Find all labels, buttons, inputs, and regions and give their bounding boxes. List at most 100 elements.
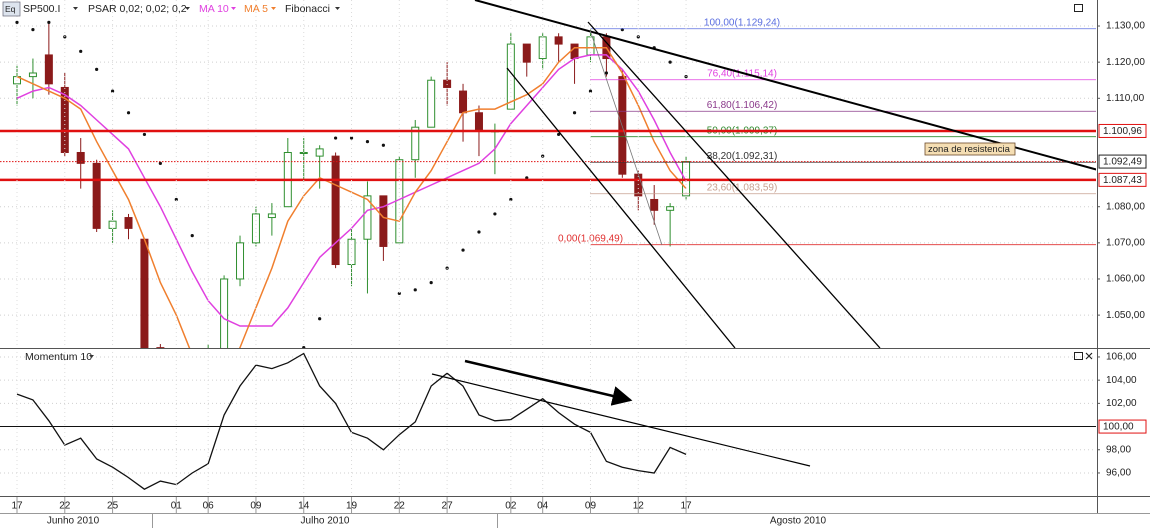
maximize-button[interactable]	[1074, 352, 1083, 360]
candle-body	[474, 112, 483, 132]
price-box-label: 1.087,43	[1103, 175, 1142, 186]
x-tick-label: 09	[585, 501, 597, 512]
x-tick-label: 17	[11, 501, 23, 512]
psar-dot	[110, 89, 115, 93]
indicator-label[interactable]: MA 10	[199, 3, 229, 15]
fib-label: 38,20(1.092,31)	[707, 151, 778, 162]
candle-body	[363, 195, 372, 240]
y-tick-label: 1.120,00	[1106, 57, 1145, 68]
fib-label: 23,60(1.083,59)	[707, 182, 778, 193]
psar-dot	[126, 111, 131, 115]
candle-body	[666, 206, 675, 211]
psar-dot	[604, 71, 609, 75]
dropdown-arrow[interactable]	[185, 7, 190, 10]
psar-dot	[334, 136, 338, 140]
momentum-title[interactable]: Momentum 10	[25, 351, 92, 363]
psar-dot	[525, 176, 529, 180]
maximize-button[interactable]	[1074, 4, 1083, 12]
indicator-label[interactable]: MA 5	[244, 3, 268, 15]
psar-dot	[572, 111, 577, 115]
psar-dot	[477, 230, 481, 234]
y-tick-label: 96,00	[1106, 468, 1131, 479]
y-tick-label: 1.110,00	[1106, 93, 1145, 104]
y-tick-label: 106,00	[1106, 352, 1137, 363]
candle-body	[156, 347, 165, 348]
dropdown-arrow[interactable]	[231, 7, 236, 10]
series-label[interactable]: SP500.I	[23, 3, 60, 15]
psar-dot	[429, 280, 433, 285]
dropdown-arrow[interactable]	[73, 7, 78, 10]
momentum-trendlines	[431, 359, 811, 467]
candle-body	[92, 162, 101, 229]
candle-body	[650, 198, 659, 211]
psar-dot	[381, 143, 385, 147]
indicator-label[interactable]: Fibonacci	[285, 3, 330, 15]
y-tick-label: 1.060,00	[1106, 274, 1145, 285]
psar-dot	[15, 20, 19, 25]
candle-body	[443, 79, 452, 88]
candle-body	[76, 151, 85, 164]
icon-label: Eq	[5, 4, 16, 14]
y-tick-label: 1.130,00	[1106, 21, 1145, 32]
candle-body	[379, 195, 388, 247]
price-box	[1098, 419, 1147, 434]
price-box	[1098, 154, 1147, 169]
psar-dot	[47, 20, 51, 25]
indicator-label[interactable]: PSAR 0,02; 0,02; 0,2	[88, 3, 187, 15]
candle-body	[331, 155, 340, 266]
candle-body	[427, 79, 436, 128]
y-tick-label: 1.070,00	[1106, 237, 1145, 248]
candle-body	[554, 36, 563, 45]
psar-dot	[349, 136, 354, 140]
dropdown-arrow[interactable]	[89, 355, 94, 358]
psar-dot	[365, 140, 370, 144]
x-tick-label: 27	[442, 501, 454, 512]
fib-trendline	[589, 29, 663, 246]
price-box-label: 1.100,96	[1103, 126, 1142, 137]
psar-dot	[493, 212, 497, 216]
trendline	[474, 0, 1096, 171]
x-tick-label: 22	[59, 501, 71, 512]
month-label: Junho 2010	[47, 516, 100, 527]
psar-dot	[413, 288, 417, 292]
candle-body	[236, 242, 245, 280]
candle-body	[459, 90, 468, 114]
candle-body	[28, 72, 37, 78]
psar-dot	[174, 197, 178, 202]
x-tick-label: 09	[250, 501, 262, 512]
dropdown-arrow[interactable]	[271, 7, 276, 10]
psar-dot	[142, 132, 147, 137]
trendline	[506, 67, 736, 348]
x-tick-label: 06	[203, 501, 215, 512]
candle-body	[44, 54, 53, 85]
y-tick-label: 104,00	[1106, 375, 1137, 386]
dropdown-arrow[interactable]	[335, 7, 340, 10]
fib-label: 100,00(1.129,24)	[704, 17, 780, 28]
close-button[interactable]	[1085, 352, 1093, 360]
psar-dot	[302, 346, 306, 348]
psar-dot	[79, 49, 83, 53]
psar-dot	[588, 89, 593, 93]
symbol-icon[interactable]	[2, 1, 21, 17]
candle-body	[220, 278, 229, 348]
trendlines	[474, 0, 1096, 348]
price-box-label: 100,00	[1103, 422, 1134, 433]
candle-body	[570, 43, 579, 60]
candle-body	[140, 238, 149, 348]
price-box	[1098, 123, 1147, 138]
y-tick-label: 98,00	[1106, 444, 1131, 455]
x-tick-label: 04	[537, 501, 549, 512]
x-tick-label: 01	[171, 501, 183, 512]
candle-body	[315, 148, 324, 157]
x-tick-label: 17	[680, 501, 692, 512]
candle-body	[124, 217, 133, 229]
psar-dot	[95, 67, 99, 71]
psar-dot	[31, 28, 35, 32]
fib-label: 0,00(1.069,49)	[558, 233, 623, 244]
fib-label: 61,80(1.106,42)	[707, 100, 778, 111]
month-label: Agosto 2010	[770, 516, 827, 527]
psar-dot	[158, 161, 162, 165]
price-box	[1098, 172, 1147, 187]
